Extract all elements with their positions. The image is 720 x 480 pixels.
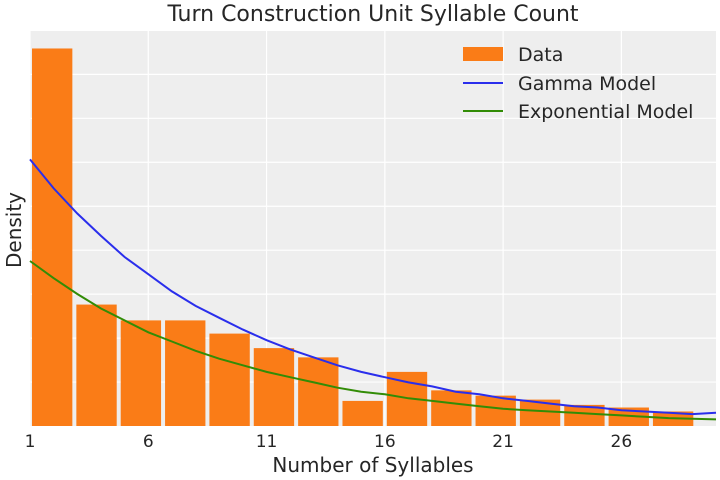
histogram-bar — [475, 395, 516, 426]
model-line-exponential-model — [29, 260, 717, 421]
histogram-bar — [298, 357, 339, 426]
histogram-bar — [76, 304, 117, 426]
histogram-bar — [209, 333, 250, 426]
x-tick-labels: 1 6 11 16 21 26 — [25, 432, 633, 452]
x-tick-label: 26 — [611, 432, 633, 452]
x-tick-label: 11 — [256, 432, 278, 452]
legend-label-data: Data — [518, 44, 563, 66]
model-line-gamma-model — [29, 158, 717, 416]
legend-label-exponential: Exponential Model — [518, 101, 693, 123]
histogram-bar — [342, 400, 383, 426]
histogram-bar — [120, 320, 162, 426]
model-lines — [29, 158, 717, 421]
histogram-bar — [32, 48, 73, 426]
data-bars — [32, 48, 694, 426]
y-axis-label: Density — [2, 192, 26, 268]
histogram-bar — [253, 348, 295, 426]
x-tick-label: 1 — [25, 432, 36, 452]
legend-label-gamma: Gamma Model — [518, 73, 656, 95]
histogram-bar — [564, 404, 605, 426]
legend: Data Gamma Model Exponential Model — [463, 44, 693, 123]
chart-title: Turn Construction Unit Syllable Count — [166, 2, 578, 27]
x-axis-label: Number of Syllables — [272, 453, 473, 477]
legend-swatch-data — [463, 47, 503, 61]
histogram-bar — [431, 390, 472, 426]
x-tick-label: 21 — [492, 432, 514, 452]
histogram-bar — [165, 320, 206, 426]
x-tick-label: 16 — [374, 432, 396, 452]
x-tick-label: 6 — [143, 432, 154, 452]
